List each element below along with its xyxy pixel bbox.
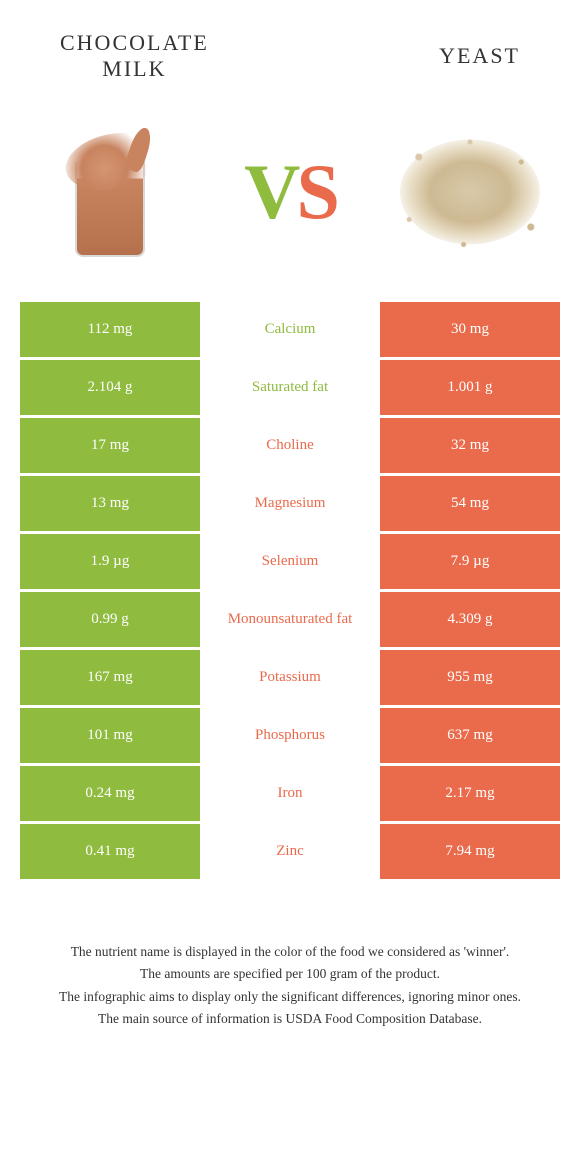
cell-right-value: 4.309 g	[380, 592, 560, 647]
cell-nutrient-label: Phosphorus	[200, 708, 380, 763]
vs-label: VS	[244, 147, 336, 237]
cell-nutrient-label: Calcium	[200, 302, 380, 357]
cell-right-value: 7.9 µg	[380, 534, 560, 589]
cell-nutrient-label: Iron	[200, 766, 380, 821]
chocolate-milk-icon	[75, 162, 145, 257]
cell-right-value: 2.17 mg	[380, 766, 560, 821]
hero: VS	[0, 92, 580, 302]
cell-left-value: 167 mg	[20, 650, 200, 705]
title-left-line2: MILK	[60, 56, 209, 82]
cell-left-value: 17 mg	[20, 418, 200, 473]
cell-left-value: 101 mg	[20, 708, 200, 763]
cell-right-value: 637 mg	[380, 708, 560, 763]
cell-left-value: 13 mg	[20, 476, 200, 531]
cell-left-value: 2.104 g	[20, 360, 200, 415]
comparison-table: 112 mgCalcium30 mg2.104 gSaturated fat1.…	[0, 302, 580, 879]
table-row: 1.9 µgSelenium7.9 µg	[20, 534, 560, 589]
footer: The nutrient name is displayed in the co…	[0, 882, 580, 1051]
footer-line-1: The nutrient name is displayed in the co…	[30, 942, 550, 962]
table-row: 0.99 gMonounsaturated fat4.309 g	[20, 592, 560, 647]
food-image-left	[30, 112, 190, 272]
header-right: YEAST	[439, 43, 520, 69]
header-left: CHOCOLATE MILK	[60, 30, 209, 82]
vs-v: V	[244, 148, 296, 235]
title-right: YEAST	[439, 43, 520, 69]
title-left-line1: CHOCOLATE	[60, 30, 209, 56]
cell-nutrient-label: Saturated fat	[200, 360, 380, 415]
food-image-right	[390, 112, 550, 272]
cell-left-value: 1.9 µg	[20, 534, 200, 589]
footer-line-3: The infographic aims to display only the…	[30, 987, 550, 1007]
table-row: 0.41 mgZinc7.94 mg	[20, 824, 560, 879]
table-row: 2.104 gSaturated fat1.001 g	[20, 360, 560, 415]
cell-left-value: 112 mg	[20, 302, 200, 357]
table-row: 17 mgCholine32 mg	[20, 418, 560, 473]
cell-right-value: 32 mg	[380, 418, 560, 473]
table-row: 13 mgMagnesium54 mg	[20, 476, 560, 531]
table-row: 112 mgCalcium30 mg	[20, 302, 560, 357]
table-row: 167 mgPotassium955 mg	[20, 650, 560, 705]
cell-right-value: 955 mg	[380, 650, 560, 705]
cell-left-value: 0.24 mg	[20, 766, 200, 821]
cell-nutrient-label: Zinc	[200, 824, 380, 879]
cell-nutrient-label: Potassium	[200, 650, 380, 705]
table-row: 101 mgPhosphorus637 mg	[20, 708, 560, 763]
cell-right-value: 30 mg	[380, 302, 560, 357]
cell-nutrient-label: Selenium	[200, 534, 380, 589]
cell-nutrient-label: Magnesium	[200, 476, 380, 531]
cell-left-value: 0.41 mg	[20, 824, 200, 879]
header: CHOCOLATE MILK YEAST	[0, 0, 580, 92]
table-row: 0.24 mgIron2.17 mg	[20, 766, 560, 821]
vs-s: S	[296, 148, 335, 235]
yeast-icon	[400, 140, 540, 245]
cell-right-value: 7.94 mg	[380, 824, 560, 879]
cell-left-value: 0.99 g	[20, 592, 200, 647]
cell-nutrient-label: Choline	[200, 418, 380, 473]
cell-nutrient-label: Monounsaturated fat	[200, 592, 380, 647]
footer-line-4: The main source of information is USDA F…	[30, 1009, 550, 1029]
cell-right-value: 1.001 g	[380, 360, 560, 415]
cell-right-value: 54 mg	[380, 476, 560, 531]
footer-line-2: The amounts are specified per 100 gram o…	[30, 964, 550, 984]
